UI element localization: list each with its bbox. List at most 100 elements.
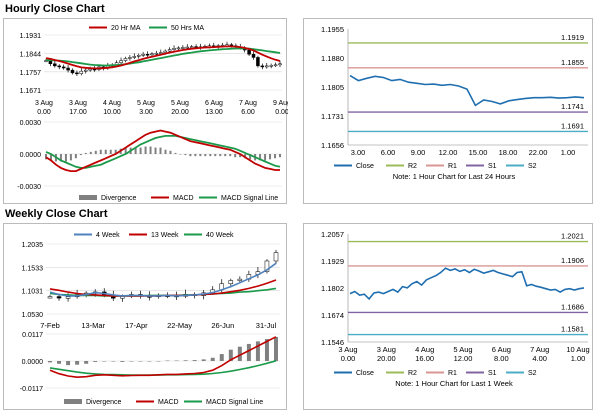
hourly-divergence-bar (269, 154, 272, 160)
hourly-pivot-xtick-label: 15.00 (469, 148, 488, 157)
hourly-candle-body (141, 54, 145, 56)
weekly-pivot-xtick-date: 3 Aug (377, 345, 396, 354)
hourly-pivot-note: Note: 1 Hour Chart for Last 24 Hours (393, 172, 516, 181)
hourly-divergence-bar (194, 154, 197, 157)
hourly-candle-body (269, 65, 273, 67)
hourly-xtick-time: 10.00 (103, 109, 121, 116)
hourly-macd-line (45, 129, 280, 173)
hourly-title: Hourly Close Chart (5, 3, 105, 15)
weekly-pivot-xtick-time: 0.00 (341, 354, 356, 363)
hourly-pivot-ytick-label: 1.1805 (321, 83, 344, 92)
weekly-price-panel: 1.2035 1.1533 1.1031 1.0530 4 Week 13 Week 40 … (3, 223, 287, 410)
hourly-pivot-ytick-label: 1.1731 (321, 112, 344, 121)
weekly-candle-body (65, 296, 71, 299)
weekly-price-legend-label: 4 Week (96, 232, 120, 239)
hourly-xtick-time: 0.00 (275, 109, 288, 116)
weekly-pivot-xtick-date: 6 Aug (492, 345, 511, 354)
hourly-price-chart: 1.1931 1.1844 1.1757 1.1671 20 Hr MA 50 Hrs M… (17, 25, 291, 202)
weekly-divergence-bar (255, 341, 260, 361)
hourly-divergence-bar (104, 149, 107, 154)
hourly-divergence-bar (109, 149, 112, 154)
hourly-divergence-bar (234, 154, 237, 158)
hourly-pivot-xtick-label: 9.00 (411, 148, 426, 157)
hourly-candle-body (150, 53, 154, 56)
hourly-divergence-bar (69, 154, 72, 161)
hourly-divergence-bar (89, 151, 92, 154)
weekly-price-ytick-label: 1.1031 (22, 289, 44, 296)
hourly-pivot-legend-label: S1 (488, 163, 497, 170)
weekly-pivot-legend-label: Close (356, 370, 374, 377)
hourly-macd-ytick-label: 0.0030 (20, 120, 42, 127)
hourly-divergence-bar (249, 154, 252, 160)
hourly-pivot-xtick-label: 22.00 (529, 148, 548, 157)
hourly-macd-legend-label: MACD (173, 195, 194, 202)
weekly-macd-legend-swatch (64, 399, 82, 404)
weekly-divergence-bar (75, 361, 80, 365)
hourly-candle-body (172, 48, 176, 50)
hourly-price-legend-label: 20 Hr MA (111, 25, 141, 32)
weekly-pivot-ytick-label: 1.1802 (321, 284, 344, 293)
hourly-macd-ytick-label: 0.0000 (20, 152, 42, 159)
weekly-pivot-note: Note: 1 Hour Chart for Last 1 Week (395, 379, 513, 388)
hourly-price-ytick-label: 1.1757 (20, 70, 42, 77)
hourly-divergence-bar (149, 146, 152, 154)
hourly-divergence-bar (134, 147, 137, 154)
weekly-pivot-xtick-time: 1.00 (571, 354, 586, 363)
weekly-divergence-bar (174, 360, 179, 362)
hourly-pivot-legend-label: R1 (448, 163, 457, 170)
weekly-xtick-label: 17-Apr (125, 321, 148, 330)
hourly-divergence-bar (204, 154, 207, 157)
weekly-pivot-xtick-time: 8.00 (494, 354, 509, 363)
hourly-divergence-bar (189, 154, 192, 157)
weekly-divergence-bar (183, 360, 188, 361)
hourly-candle-body (66, 67, 70, 71)
hourly-pivot-xtick-label: 1.00 (561, 148, 576, 157)
weekly-macd-ytick-label: 0.0117 (22, 332, 43, 339)
weekly-4wk-line (49, 262, 277, 297)
hourly-macd-legend-label: MACD Signal Line (221, 195, 278, 202)
hourly-divergence-bar (124, 147, 127, 154)
weekly-title: Weekly Close Chart (5, 208, 108, 220)
hourly-divergence-bar (199, 154, 202, 157)
weekly-pivot-xtick-date: 7 Aug (530, 345, 549, 354)
hourly-candle-body (53, 63, 57, 67)
hourly-xtick-date: 3 Aug (35, 100, 53, 107)
hourly-candle-body (70, 69, 75, 74)
hourly-pivot-level-label-s2: 1.1691 (561, 121, 584, 130)
hourly-divergence-bar (259, 154, 262, 161)
hourly-candle-body (247, 49, 251, 55)
hourly-candle-body (61, 66, 66, 69)
weekly-pivot-legend-label: S2 (528, 370, 537, 377)
weekly-divergence-bar (237, 346, 242, 361)
hourly-candle-body (123, 58, 128, 61)
weekly-pivot-legend-label: R1 (448, 370, 457, 377)
hourly-candle-body (83, 69, 88, 72)
hourly-divergence-bar (139, 147, 142, 154)
hourly-divergence-bar (229, 154, 232, 157)
weekly-xtick-label: 13-Mar (81, 321, 105, 330)
hourly-candle-body (57, 65, 61, 68)
hourly-pivot-level-label-r2: 1.1919 (561, 33, 584, 42)
hourly-divergence-bar (64, 154, 67, 162)
hourly-price-legend-label: 50 Hrs MA (171, 25, 204, 32)
hourly-candle-body (167, 49, 172, 52)
weekly-pivot-legend-label: S1 (488, 370, 497, 377)
weekly-divergence-bar (264, 339, 269, 361)
hourly-divergence-bar (279, 154, 281, 158)
hourly-divergence-bar (164, 149, 167, 154)
hourly-candle-body (132, 56, 137, 58)
weekly-pivot-xtick-date: 3 Aug (338, 345, 357, 354)
weekly-price-legend-label: 13 Week (151, 232, 179, 239)
weekly-pivot-ytick-label: 1.1929 (321, 257, 344, 266)
hourly-pivot-legend-label: R2 (408, 163, 417, 170)
hourly-xtick-date: 3 Aug (69, 100, 87, 107)
weekly-macd-ytick-label: -0.0117 (20, 386, 43, 393)
weekly-macd-legend-label: MACD Signal Line (206, 399, 263, 406)
hourly-candle-body (145, 54, 150, 56)
hourly-divergence-bar (169, 150, 172, 154)
hourly-xtick-date: 4 Aug (103, 100, 121, 107)
weekly-divergence-bar (111, 361, 116, 362)
hourly-divergence-bar (79, 154, 82, 156)
hourly-divergence-bar (84, 152, 87, 154)
hourly-divergence-bar (99, 149, 102, 154)
